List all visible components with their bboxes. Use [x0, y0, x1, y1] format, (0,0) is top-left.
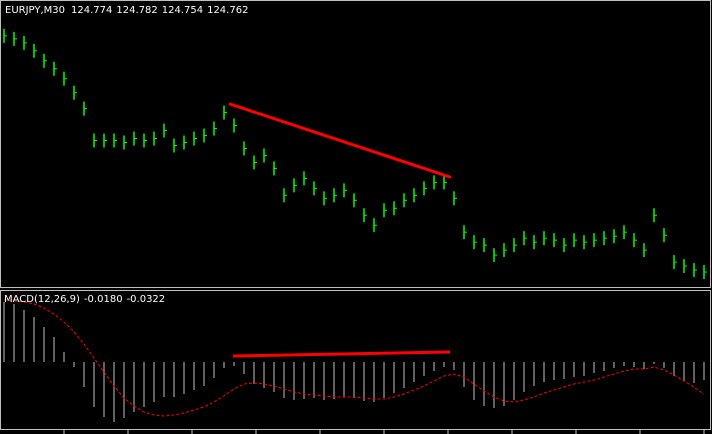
macd-last: -0.0180: [84, 294, 123, 305]
time-axis: [63, 429, 705, 434]
price-pane: [0, 0, 711, 288]
price-header: EURJPY,M30 124.774 124.782 124.754 124.762: [5, 5, 248, 16]
open: 124.774: [71, 5, 112, 16]
macd-series: [3, 299, 705, 422]
trendline: [232, 350, 451, 358]
signal-line: [3, 299, 705, 417]
high: 124.782: [116, 5, 157, 16]
price-series: [3, 28, 707, 280]
macd-title: MACD(12,26,9): [4, 294, 80, 305]
low: 124.754: [162, 5, 203, 16]
signal-last: -0.0322: [127, 294, 166, 305]
trendline: [228, 102, 452, 179]
macd-pane: [0, 290, 711, 430]
macd-header: MACD(12,26,9) -0.0180 -0.0322: [4, 294, 165, 305]
close: 124.762: [207, 5, 248, 16]
symbol: EURJPY,M30: [5, 5, 65, 16]
